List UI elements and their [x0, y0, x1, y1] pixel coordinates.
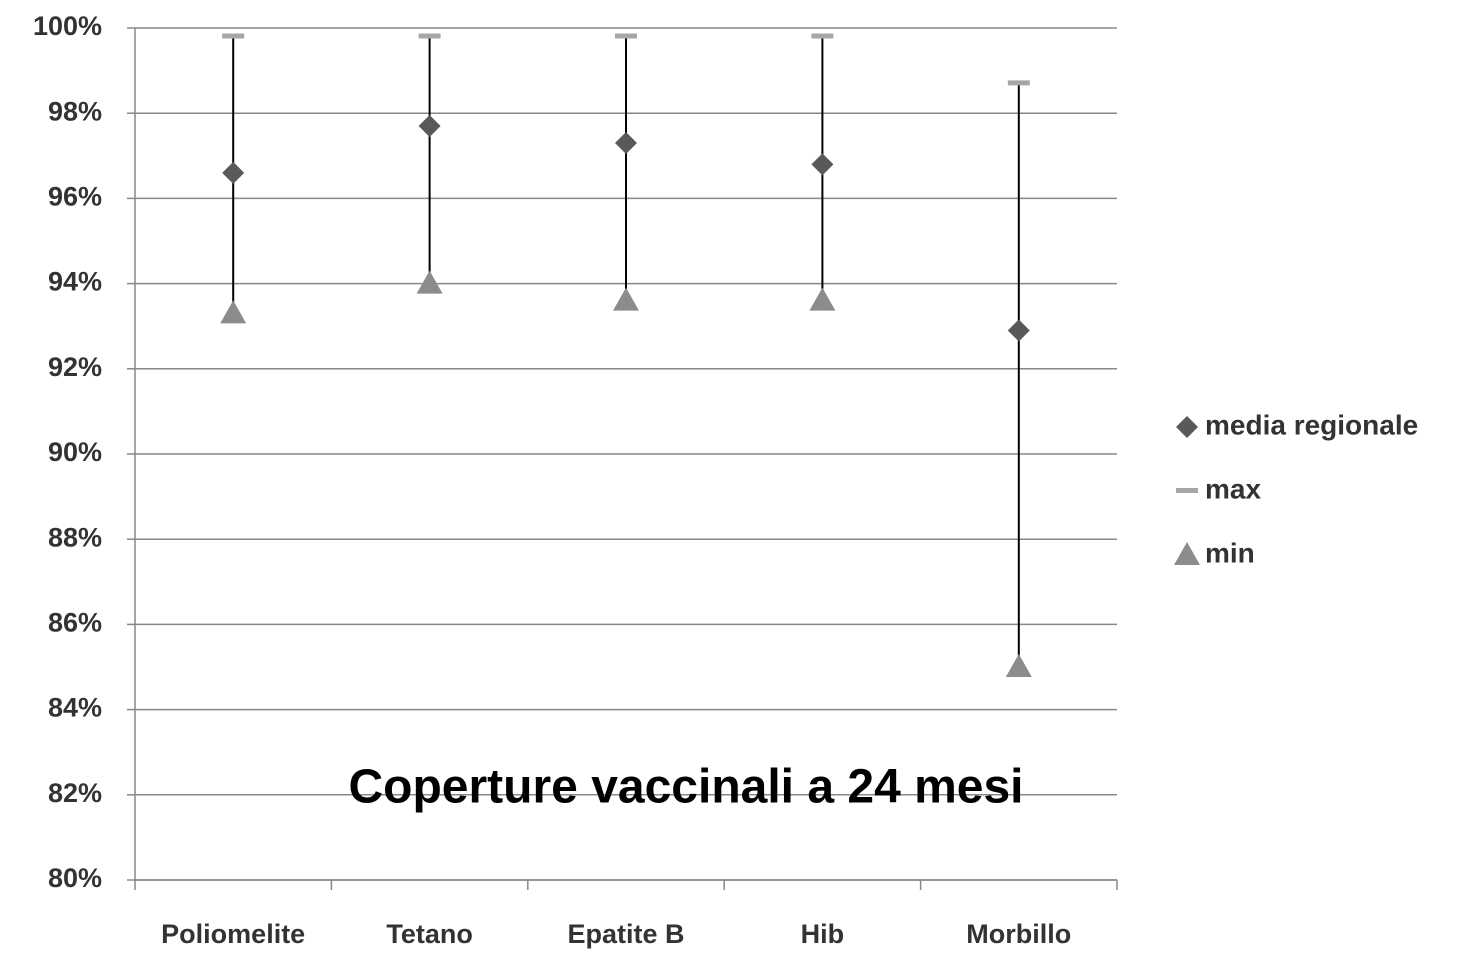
chart-title: Coperture vaccinali a 24 mesi	[349, 761, 1024, 814]
legend-marker	[1176, 416, 1198, 438]
marker-triangle	[1005, 654, 1032, 677]
y-tick-label: 92%	[48, 352, 102, 382]
legend-label: media regionale	[1205, 409, 1418, 440]
marker-triangle	[220, 300, 247, 324]
legend-label: min	[1205, 537, 1255, 568]
y-tick-label: 100%	[33, 11, 102, 41]
legend-label: max	[1205, 473, 1261, 504]
marker-diamond	[811, 153, 834, 176]
x-tick-label: Poliomelite	[161, 919, 305, 949]
y-tick-label: 84%	[48, 693, 102, 723]
legend-marker	[1174, 542, 1200, 565]
x-tick-label: Epatite B	[567, 919, 684, 949]
marker-diamond	[222, 161, 245, 184]
y-tick-label: 98%	[48, 96, 102, 126]
marker-dash	[615, 33, 637, 39]
marker-diamond	[418, 114, 441, 137]
marker-dash	[811, 33, 834, 39]
marker-dash	[1007, 80, 1030, 86]
x-tick-label: Tetano	[386, 919, 473, 949]
x-tick-label: Morbillo	[966, 919, 1071, 949]
y-tick-label: 86%	[48, 608, 102, 638]
y-tick-label: 88%	[48, 522, 102, 552]
marker-diamond	[1007, 319, 1030, 342]
marker-triangle	[809, 287, 836, 311]
y-tick-label: 94%	[48, 267, 102, 297]
y-tick-label: 90%	[48, 437, 102, 467]
marker-triangle	[613, 287, 639, 311]
marker-dash	[418, 33, 441, 39]
y-tick-label: 96%	[48, 182, 102, 212]
y-tick-label: 82%	[48, 778, 102, 808]
x-tick-label: Hib	[801, 919, 845, 949]
marker-diamond	[615, 132, 637, 155]
legend-marker	[1176, 488, 1198, 493]
y-tick-label: 80%	[48, 863, 102, 893]
marker-dash	[222, 33, 245, 39]
marker-triangle	[416, 270, 443, 294]
